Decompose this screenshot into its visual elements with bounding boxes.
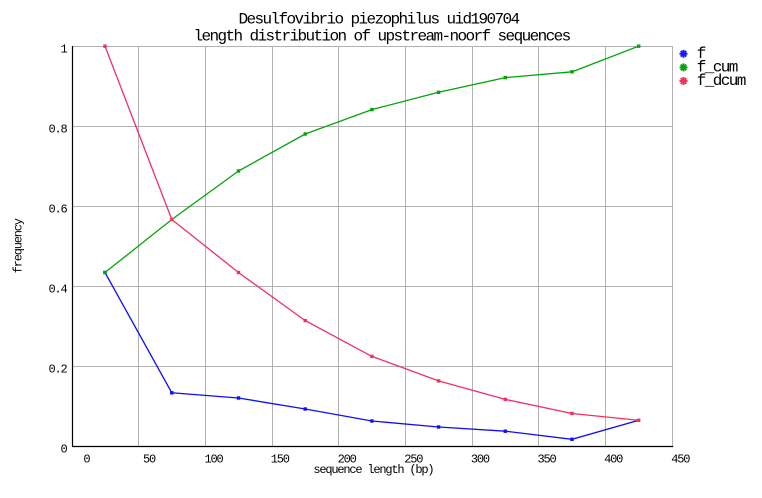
svg-text:300: 300 (471, 452, 490, 466)
svg-text:350: 350 (537, 452, 556, 466)
svg-text:frequency: frequency (12, 218, 26, 273)
svg-text:0: 0 (83, 452, 90, 466)
svg-text:50: 50 (143, 452, 156, 466)
svg-text:0.2: 0.2 (48, 363, 67, 377)
svg-text:250: 250 (404, 452, 423, 466)
svg-text:f: f (697, 45, 706, 63)
svg-text:100: 100 (204, 452, 223, 466)
svg-text:0.6: 0.6 (48, 203, 67, 217)
svg-text:200: 200 (338, 452, 357, 466)
svg-text:0: 0 (60, 443, 67, 457)
svg-text:Desulfovibrio piezophilus uid1: Desulfovibrio piezophilus uid190704 (239, 10, 520, 28)
svg-text:400: 400 (604, 452, 623, 466)
svg-text:450: 450 (671, 452, 690, 466)
svg-text:0.4: 0.4 (48, 283, 67, 297)
svg-text:sequence length (bp): sequence length (bp) (313, 463, 433, 477)
svg-text:f_dcum: f_dcum (697, 72, 746, 90)
svg-text:f_cum: f_cum (697, 58, 738, 76)
svg-text:length distribution of upstrea: length distribution of upstream-noorf se… (194, 28, 571, 46)
svg-text:0.8: 0.8 (48, 123, 67, 137)
svg-text:1: 1 (60, 43, 67, 57)
svg-text:150: 150 (271, 452, 290, 466)
